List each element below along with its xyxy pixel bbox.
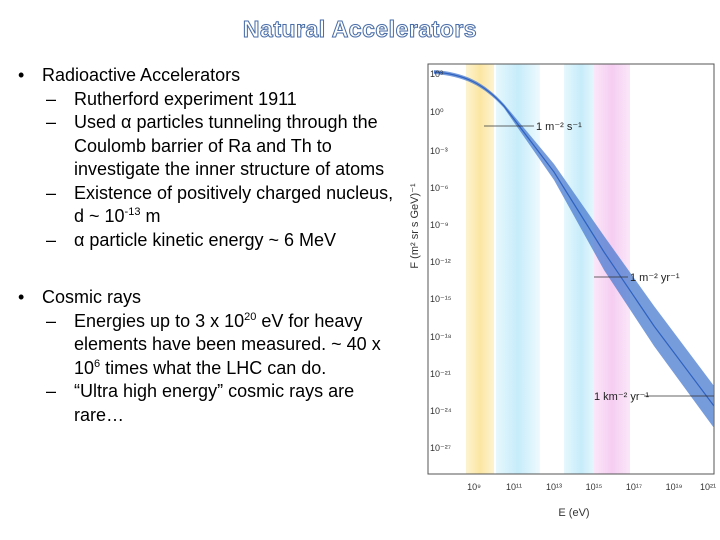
sub-bullet-text: Rutherford experiment 1911 xyxy=(74,88,297,109)
y-tick-label: 10⁻²⁴ xyxy=(430,406,452,416)
y-tick-labels: 10³ 10⁰ 10⁻³ 10⁻⁶ 10⁻⁹ 10⁻¹² 10⁻¹⁵ 10⁻¹⁸… xyxy=(430,69,452,453)
sub-bullet-text: m xyxy=(140,206,161,226)
slide-title: Natural Accelerators xyxy=(242,16,478,43)
alpha-symbol: α xyxy=(121,112,132,132)
sub-bullet-text: particle kinetic energy ~ 6 MeV xyxy=(84,229,337,250)
exponent: -13 xyxy=(124,206,141,218)
y-tick-label: 10⁻²⁷ xyxy=(430,443,451,453)
y-tick-label: 10³ xyxy=(430,69,443,79)
x-tick-label: 10¹¹ xyxy=(506,482,522,492)
bullet-radioactive: • Radioactive Accelerators xyxy=(0,64,420,88)
dash-glyph: – xyxy=(46,88,57,109)
bullet-list: • Radioactive Accelerators – Rutherford … xyxy=(0,64,420,427)
sub-bullet: – α particle kinetic energy ~ 6 MeV xyxy=(0,229,404,253)
x-tick-labels: 10⁹ 10¹¹ 10¹³ 10¹⁵ 10¹⁷ 10¹⁹ 10²¹ xyxy=(467,482,716,492)
x-axis-label: E (eV) xyxy=(558,507,589,519)
x-tick-label: 10¹⁹ xyxy=(666,482,683,492)
dash-glyph: – xyxy=(46,310,57,331)
sub-bullet-text: Existence of positively charged nucleus,… xyxy=(74,182,394,227)
x-tick-label: 10¹⁷ xyxy=(626,482,642,492)
y-tick-label: 10⁻¹⁸ xyxy=(430,332,452,342)
exponent: 20 xyxy=(244,310,257,323)
sub-bullet: – Rutherford experiment 1911 xyxy=(0,88,404,112)
bullet-text: Radioactive Accelerators xyxy=(42,65,241,85)
x-tick-label: 10²¹ xyxy=(700,482,716,492)
cyan-energy-band-2 xyxy=(564,64,598,474)
dash-glyph: – xyxy=(46,381,57,401)
flux-curve xyxy=(433,71,715,407)
cyan-energy-band xyxy=(496,64,540,474)
x-tick-label: 10¹³ xyxy=(546,482,562,492)
cosmic-ray-spectrum-figure: 1 m⁻² s⁻¹ 1 m⁻² yr⁻¹ 1 km⁻² yr⁻¹ 10³ 10⁰… xyxy=(404,56,720,526)
sub-bullet-text: Used xyxy=(74,112,122,132)
sub-bullet: – Energies up to 3 x 1020 eV for heavy e… xyxy=(0,310,404,381)
alpha-symbol: α xyxy=(74,229,85,250)
sub-bullet-text: particles tunneling through the Coulomb … xyxy=(74,112,385,179)
y-tick-label: 10⁻³ xyxy=(430,146,448,156)
y-tick-label: 10⁻⁹ xyxy=(430,220,449,230)
sub-bullet-text: times what the LHC can do. xyxy=(100,357,327,378)
annotation-per-second: 1 m⁻² s⁻¹ xyxy=(536,121,582,133)
annotation-per-km-year: 1 km⁻² yr⁻¹ xyxy=(594,391,649,403)
dash-glyph: – xyxy=(46,182,57,203)
bullet-text: Cosmic rays xyxy=(42,287,142,307)
sub-bullet: – Existence of positively charged nucleu… xyxy=(0,182,404,229)
exponent: 6 xyxy=(94,357,101,370)
sub-bullet-text: eV for heavy elements have been measured… xyxy=(74,310,381,378)
spectrum-plot: 1 m⁻² s⁻¹ 1 m⁻² yr⁻¹ 1 km⁻² yr⁻¹ 10³ 10⁰… xyxy=(409,63,716,519)
y-axis-label: F (m² sr s GeV)⁻¹ xyxy=(409,183,421,269)
dash-glyph: – xyxy=(46,112,57,132)
dash-glyph: – xyxy=(46,229,57,250)
y-tick-label: 10⁻¹² xyxy=(430,257,451,267)
sub-bullet-text: “Ultra high energy” cosmic rays are rare… xyxy=(74,381,355,425)
sub-bullet: – “Ultra high energy” cosmic rays are ra… xyxy=(0,380,404,427)
sub-bullet: – Used α particles tunneling through the… xyxy=(0,111,404,182)
plot-frame xyxy=(427,63,715,475)
yellow-energy-band xyxy=(466,64,494,474)
y-tick-label: 10⁻¹⁵ xyxy=(430,294,452,304)
y-tick-label: 10⁻⁶ xyxy=(430,183,449,193)
y-tick-label: 10⁰ xyxy=(430,107,444,117)
x-tick-label: 10⁹ xyxy=(467,482,481,492)
y-tick-label: 10⁻²¹ xyxy=(430,369,451,379)
x-tick-label: 10¹⁵ xyxy=(586,482,603,492)
bullet-glyph: • xyxy=(18,65,25,85)
bullet-cosmic-rays: • Cosmic rays xyxy=(0,286,420,310)
bullet-glyph: • xyxy=(18,287,25,307)
annotation-per-year: 1 m⁻² yr⁻¹ xyxy=(630,272,680,284)
sub-bullet-text: Energies up to 3 x 10 xyxy=(74,310,245,331)
